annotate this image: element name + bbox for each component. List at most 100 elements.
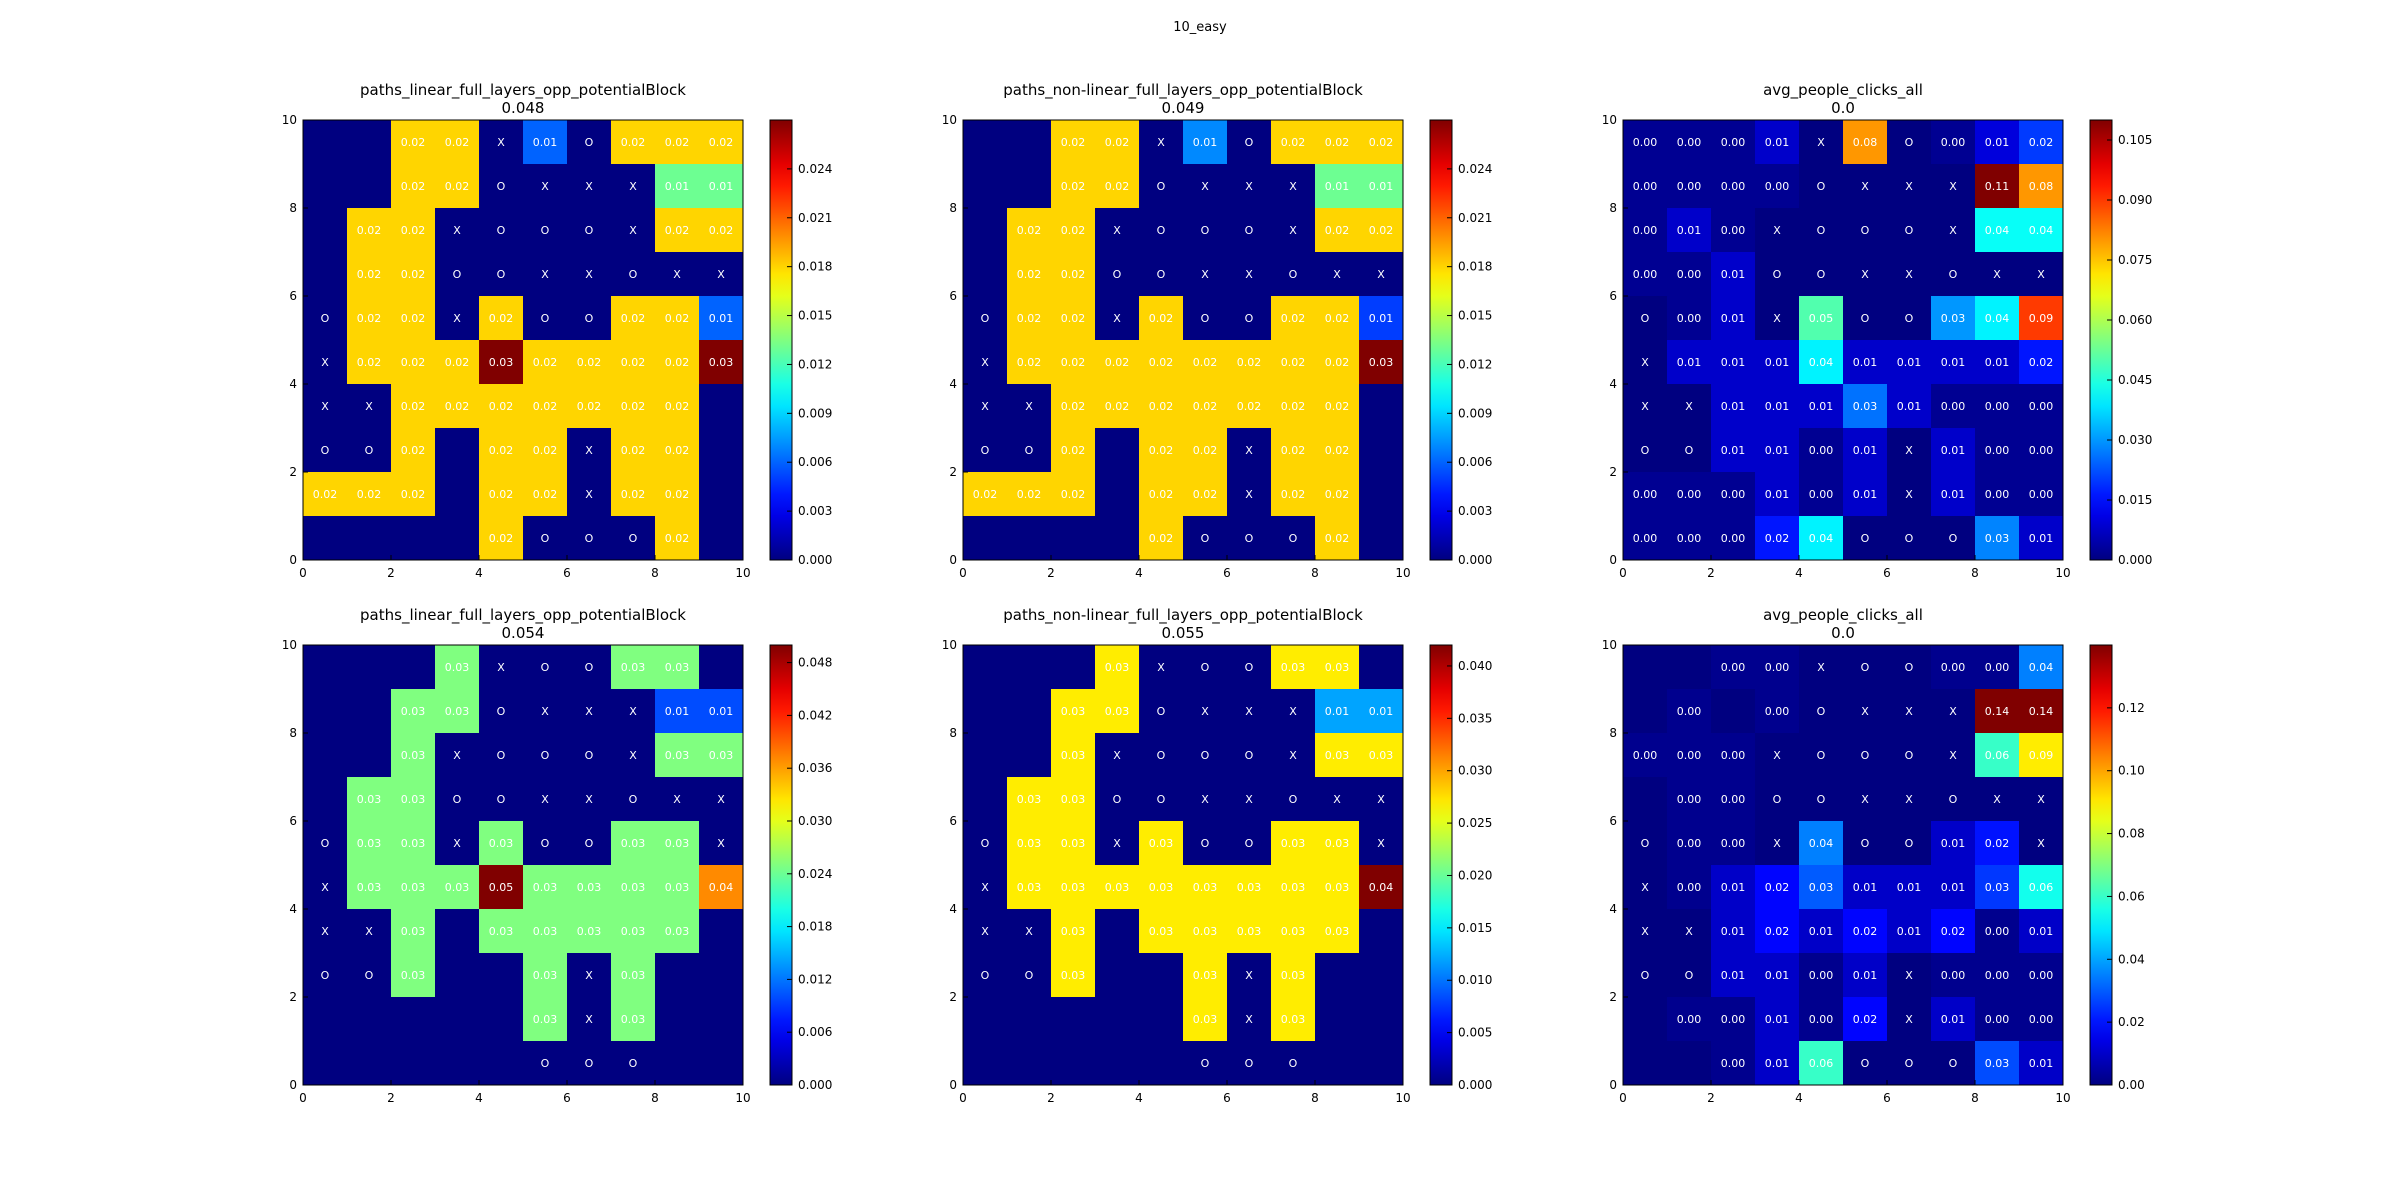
- heatmap-cell: [611, 384, 656, 429]
- heatmap-cell: [435, 689, 480, 734]
- heatmap-cell: [1095, 1041, 1140, 1086]
- heatmap-cell: [347, 340, 392, 385]
- heatmap-cell: [1051, 645, 1096, 690]
- cell-label: O: [585, 312, 594, 325]
- cell-label: O: [585, 837, 594, 850]
- heatmap-cell: [1623, 1041, 1668, 1086]
- colorbar-tick-label: 0.000: [798, 553, 832, 567]
- cell-label: O: [1245, 532, 1254, 545]
- heatmap-cell: [1139, 821, 1184, 866]
- cell-label: 0.01: [665, 180, 690, 193]
- cell-label: 0.03: [1325, 749, 1350, 762]
- cell-label: 0.02: [665, 224, 690, 237]
- heatmap-cell: [1843, 164, 1888, 209]
- cell-label: 0.04: [2029, 224, 2054, 237]
- heatmap-cell: [1843, 865, 1888, 910]
- cell-label: X: [1861, 268, 1869, 281]
- cell-label: X: [1113, 312, 1121, 325]
- cell-label: 0.00: [1721, 532, 1746, 545]
- x-tick-label: 2: [387, 566, 395, 580]
- heatmap-cell: [1271, 340, 1316, 385]
- cell-label: 0.01: [1721, 969, 1746, 982]
- cell-label: 0.02: [1017, 268, 1042, 281]
- heatmap-cell: [1623, 516, 1668, 561]
- heatmap-cell: [303, 645, 348, 690]
- heatmap-cell: [1227, 472, 1272, 517]
- heatmap-cell: [1139, 120, 1184, 165]
- cell-label: 0.01: [2029, 532, 2054, 545]
- heatmap-cell: [347, 733, 392, 778]
- cell-label: X: [1245, 969, 1253, 982]
- heatmap-cell: [1007, 252, 1052, 297]
- cell-label: 0.03: [1237, 925, 1262, 938]
- heatmap-cell: [1711, 252, 1756, 297]
- heatmap-cell: [435, 252, 480, 297]
- heatmap-cell: [1667, 428, 1712, 473]
- cell-label: X: [1641, 400, 1649, 413]
- cell-label: 0.08: [1853, 136, 1878, 149]
- heatmap-panel: paths_non-linear_full_layers_opp_potenti…: [942, 81, 1493, 580]
- panel-title: avg_people_clicks_all: [1763, 606, 1923, 625]
- colorbar-tick-label: 0.012: [798, 357, 832, 371]
- cell-label: X: [585, 180, 593, 193]
- cell-label: O: [1157, 180, 1166, 193]
- cell-label: 0.01: [1765, 1013, 1790, 1026]
- colorbar-tick-label: 0.003: [1458, 504, 1492, 518]
- cell-label: 0.11: [1985, 180, 2010, 193]
- heatmap-cell: [1711, 384, 1756, 429]
- cell-label: X: [1905, 180, 1913, 193]
- y-tick-label: 4: [289, 377, 297, 391]
- cell-label: X: [1113, 224, 1121, 237]
- cell-label: 0.02: [1193, 444, 1218, 457]
- cell-label: 0.03: [1061, 749, 1086, 762]
- cell-label: O: [1289, 268, 1298, 281]
- heatmap-cell: [1227, 384, 1272, 429]
- cell-label: X: [1201, 180, 1209, 193]
- cell-label: O: [1245, 749, 1254, 762]
- cell-label: 0.01: [1369, 312, 1394, 325]
- heatmap-cell: [1931, 1041, 1976, 1086]
- cell-label: X: [321, 925, 329, 938]
- heatmap-cell: [1227, 645, 1272, 690]
- cell-label: O: [1245, 224, 1254, 237]
- heatmap-cell: [523, 777, 568, 822]
- colorbar-tick-label: 0.000: [798, 1078, 832, 1092]
- heatmap-cell: [1095, 384, 1140, 429]
- cell-label: 0.04: [2029, 661, 2054, 674]
- colorbar-tick-label: 0.10: [2118, 764, 2145, 778]
- heatmap-cell: [1227, 821, 1272, 866]
- heatmap-cell: [1975, 472, 2020, 517]
- heatmap-cell: [1095, 997, 1140, 1042]
- x-tick-label: 2: [1707, 566, 1715, 580]
- cell-label: O: [1025, 444, 1034, 457]
- heatmap-cell: [655, 120, 700, 165]
- cell-label: X: [1289, 180, 1297, 193]
- heatmap-cell: [1095, 733, 1140, 778]
- cell-label: O: [497, 180, 506, 193]
- cell-label: O: [1817, 749, 1826, 762]
- heatmap-cell: [435, 384, 480, 429]
- cell-label: 0.06: [1985, 749, 2010, 762]
- heatmap-panel: paths_linear_full_layers_opp_potentialBl…: [282, 81, 833, 580]
- heatmap-cell: [1667, 164, 1712, 209]
- heatmap-cell: [611, 909, 656, 954]
- colorbar-tick-label: 0.030: [1458, 764, 1492, 778]
- colorbar-tick-label: 0.00: [2118, 1078, 2145, 1092]
- cell-label: 0.03: [1061, 837, 1086, 850]
- cell-label: 0.02: [489, 532, 514, 545]
- cell-label: 0.01: [709, 312, 734, 325]
- cell-label: 0.03: [1325, 881, 1350, 894]
- cell-label: 0.03: [621, 1013, 646, 1026]
- heatmap-cell: [1755, 689, 1800, 734]
- cell-label: 0.02: [357, 224, 382, 237]
- cell-label: 0.01: [1765, 356, 1790, 369]
- heatmap-cell: [1359, 208, 1404, 253]
- heatmap-cell: [699, 208, 744, 253]
- cell-label: 0.00: [1809, 444, 1834, 457]
- heatmap-cell: [699, 252, 744, 297]
- heatmap-cell: [479, 645, 524, 690]
- colorbar-tick-label: 0.000: [1458, 553, 1492, 567]
- cell-label: 0.02: [2029, 356, 2054, 369]
- cell-label: 0.02: [489, 444, 514, 457]
- cell-label: O: [1201, 312, 1210, 325]
